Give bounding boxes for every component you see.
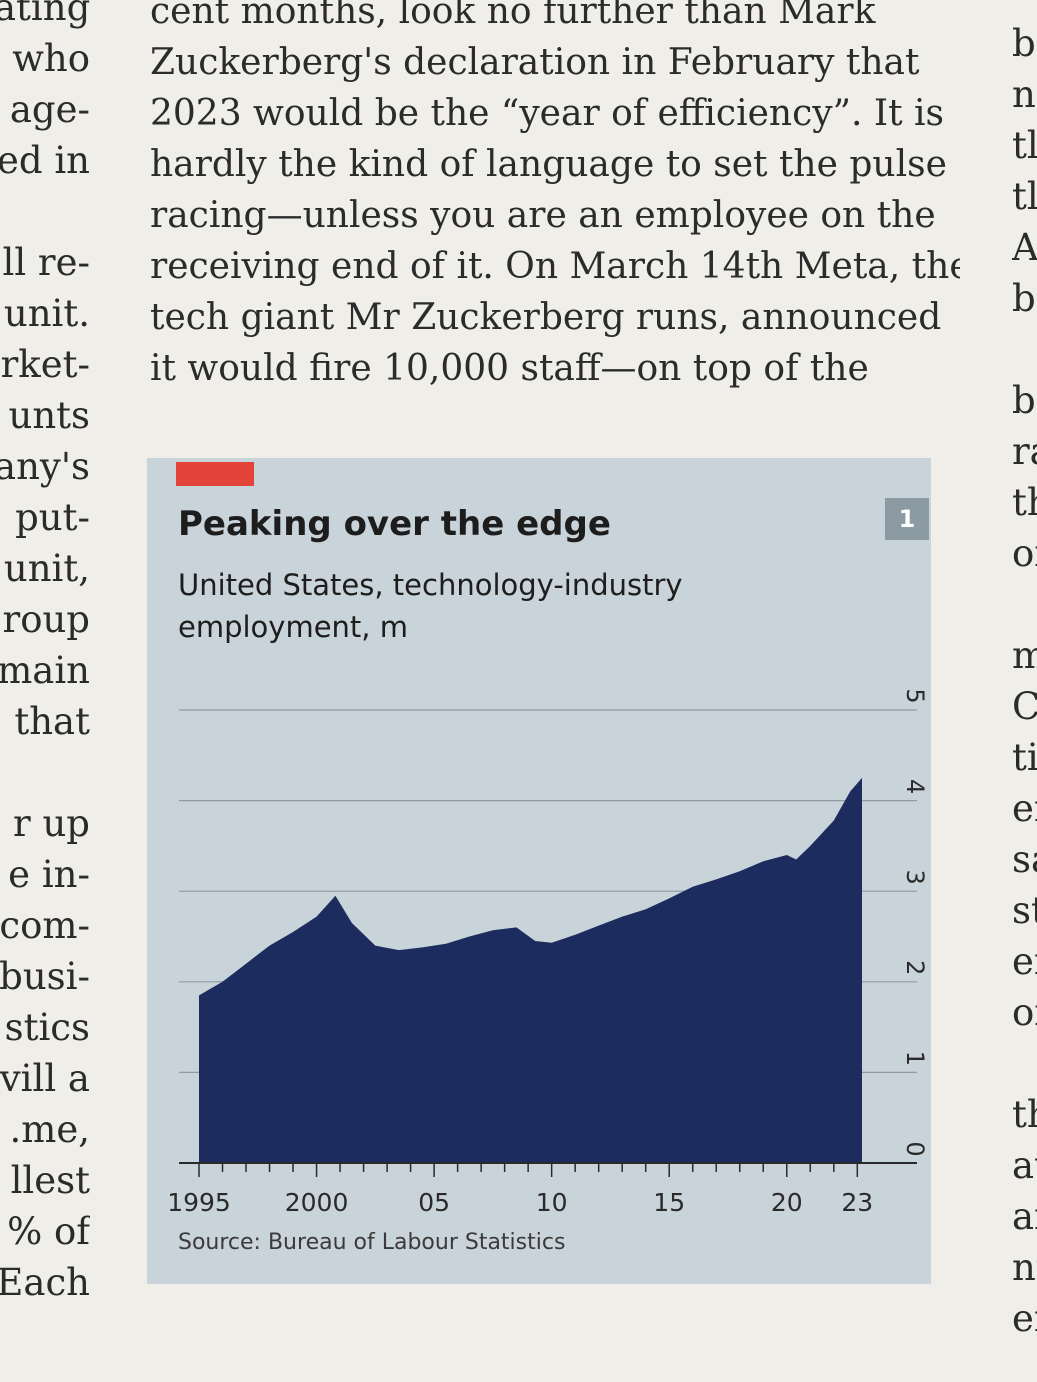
left-column-line: age- — [9, 88, 90, 131]
main-column-line: racing—unless you are an employee on the — [150, 195, 936, 236]
right-column-line: of — [1012, 991, 1037, 1034]
right-column-line: er — [1012, 787, 1037, 830]
right-column-line — [1012, 324, 1037, 375]
main-column-line: hardly the kind of language to set the p… — [150, 144, 947, 185]
y-tick-label-3: 3 — [901, 870, 929, 885]
right-column-line — [1012, 579, 1037, 630]
x-tick-label-1995: 1995 — [167, 1188, 231, 1217]
main-column-line: it would fire 10,000 staff—on top of the — [150, 348, 869, 389]
chart-number-badge: 1 — [885, 498, 929, 540]
main-column-line: Zuckerberg's declaration in February tha… — [150, 42, 920, 83]
main-column-line: cent months, look no further than Mark — [150, 0, 876, 32]
right-column-line: b — [1012, 379, 1036, 422]
right-column-line: m — [1012, 634, 1037, 677]
right-column-line: tl — [1012, 175, 1037, 218]
chart-source: Source: Bureau of Labour Statistics — [178, 1230, 566, 1255]
left-column-line: that — [14, 700, 90, 743]
left-column-line: rket- — [0, 343, 90, 386]
red-flag-marker — [176, 462, 254, 486]
left-column-line: r up — [13, 802, 90, 845]
left-column-line: put- — [15, 496, 90, 539]
y-tick-label-0: 0 — [901, 1141, 929, 1156]
right-column-line: ra — [1012, 430, 1037, 473]
right-column-line — [1012, 1038, 1037, 1089]
right-column-line: of — [1012, 532, 1037, 575]
x-tick-label-2000: 2000 — [285, 1188, 349, 1217]
chart-title: Peaking over the edge — [178, 504, 611, 544]
right-column-line: nu — [1012, 1246, 1037, 1289]
right-column-line: b — [1012, 277, 1036, 320]
x-tick-label-20: 20 — [771, 1188, 803, 1217]
left-column-line: busi- — [0, 955, 90, 998]
chart-panel: 1 Peaking over the edge United States, t… — [147, 458, 931, 1284]
left-column-line: who — [12, 37, 90, 80]
left-column-line — [0, 747, 90, 798]
right-column-line: th — [1012, 1093, 1037, 1136]
left-column-line: roup — [2, 598, 90, 641]
right-column-line: th — [1012, 481, 1037, 524]
y-tick-label-2: 2 — [901, 960, 929, 975]
employment-area-series — [199, 777, 862, 1163]
x-tick-label-05: 05 — [418, 1188, 450, 1217]
left-column-line: ll re- — [2, 241, 90, 284]
left-column-line: vill a — [0, 1057, 90, 1100]
right-column-line: st — [1012, 889, 1037, 932]
y-tick-label-1: 1 — [901, 1051, 929, 1066]
left-column-line: % of — [7, 1210, 90, 1253]
right-column-line: at — [1012, 1144, 1037, 1187]
right-column-line: er — [1012, 940, 1037, 983]
left-column-line: Each — [0, 1261, 90, 1304]
left-column-line — [0, 186, 90, 237]
right-column-line: ar — [1012, 1195, 1037, 1238]
main-column-line: receiving end of it. On March 14th Meta,… — [150, 246, 960, 287]
right-column-line: A — [1012, 226, 1037, 269]
left-column-line: main — [0, 649, 90, 692]
right-column-line: ers — [1012, 1297, 1037, 1340]
y-tick-label-4: 4 — [901, 779, 929, 794]
right-column-line: n — [1012, 73, 1036, 116]
left-column-line: unit. — [3, 292, 90, 335]
y-tick-label-5: 5 — [901, 688, 929, 703]
left-column-line: ating — [0, 0, 90, 29]
left-column-text: ating who age-ed in ll re-unit. rket-unts an… — [0, 0, 90, 1308]
left-column-line: llest — [10, 1159, 90, 1202]
main-column-line: tech giant Mr Zuckerberg runs, announced — [150, 297, 942, 338]
left-column-line: stics — [4, 1006, 90, 1049]
left-column-line: any's — [0, 445, 90, 488]
left-column-line: unts — [8, 394, 90, 437]
right-column-line: sa — [1012, 838, 1037, 881]
left-column-line: .me, — [9, 1108, 90, 1151]
main-column-line: 2023 would be the “year of efficiency”. … — [150, 93, 945, 134]
left-column-line: e in- — [8, 853, 90, 896]
left-column-line: com- — [0, 904, 90, 947]
x-tick-label-15: 15 — [653, 1188, 685, 1217]
right-column-line: C — [1012, 685, 1037, 728]
main-column-text: cent months, look no further than Mark Zu… — [150, 0, 960, 394]
x-tick-label-23: 23 — [841, 1188, 873, 1217]
x-tick-label-10: 10 — [536, 1188, 568, 1217]
right-column-line: b — [1012, 22, 1036, 65]
right-column-line: ti — [1012, 736, 1037, 779]
left-column-line: ed in — [0, 139, 90, 182]
left-column-line: unit, — [3, 547, 90, 590]
right-column-line: tl — [1012, 124, 1037, 167]
chart-subtitle: United States, technology-industry emplo… — [178, 568, 683, 644]
